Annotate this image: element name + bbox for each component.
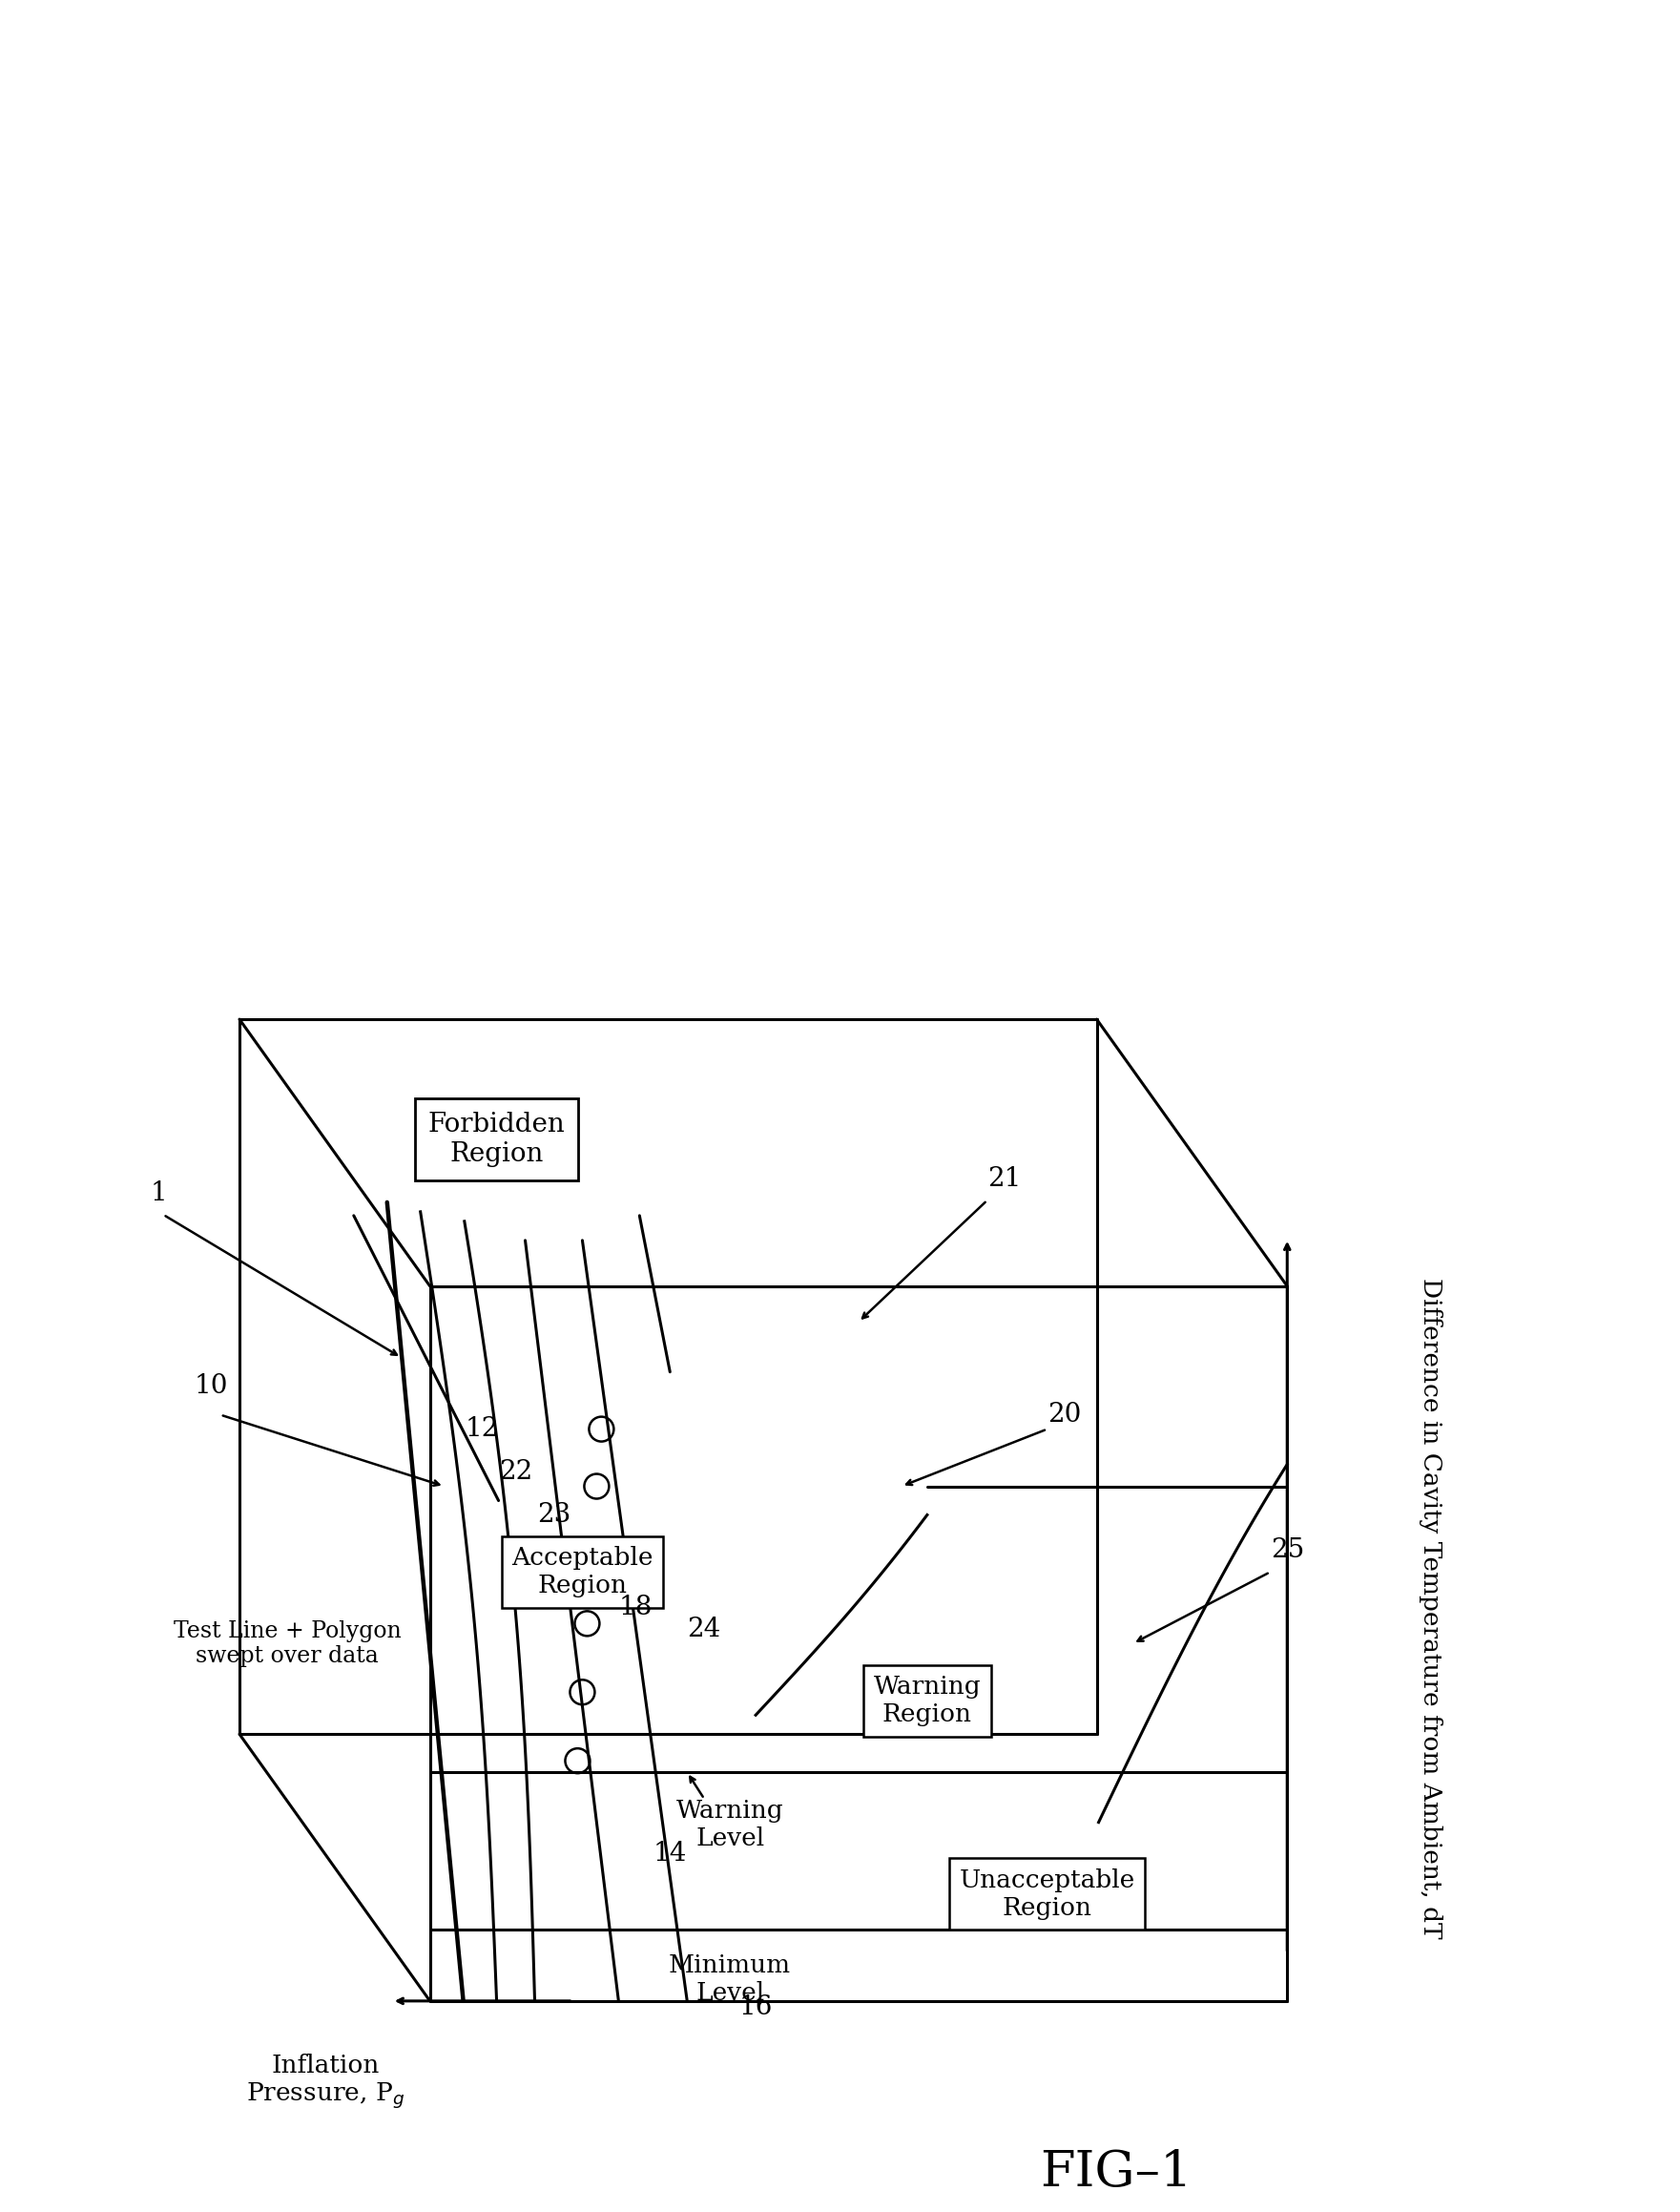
Text: Minimum
Level: Minimum Level (669, 1953, 791, 2004)
Text: Warning
Level: Warning Level (677, 1798, 785, 1851)
Text: 18: 18 (618, 1595, 652, 1621)
Text: 21: 21 (988, 1166, 1021, 1192)
Text: 16: 16 (739, 1995, 773, 2020)
Text: FIG–1: FIG–1 (1040, 2148, 1191, 2197)
Text: 14: 14 (654, 1840, 687, 1867)
Text: 25: 25 (1270, 1537, 1304, 1564)
Text: 22: 22 (499, 1460, 533, 1484)
Text: 23: 23 (538, 1502, 571, 1528)
Text: Difference in Cavity Temperature from Ambient, dT: Difference in Cavity Temperature from Am… (1418, 1276, 1441, 1938)
Text: 24: 24 (687, 1617, 721, 1641)
Text: 1: 1 (150, 1181, 166, 1206)
Text: Warning
Region: Warning Region (874, 1674, 981, 1728)
Text: Test Line + Polygon
swept over data: Test Line + Polygon swept over data (173, 1619, 402, 1668)
Text: 12: 12 (465, 1416, 499, 1442)
Text: 10: 10 (193, 1374, 228, 1400)
Text: Inflation
Pressure, P$_g$: Inflation Pressure, P$_g$ (245, 2053, 405, 2110)
Text: Acceptable
Region: Acceptable Region (511, 1546, 654, 1597)
Text: 20: 20 (1047, 1402, 1082, 1427)
Text: Unacceptable
Region: Unacceptable Region (959, 1867, 1136, 1920)
Text: Forbidden
Region: Forbidden Region (428, 1113, 564, 1168)
